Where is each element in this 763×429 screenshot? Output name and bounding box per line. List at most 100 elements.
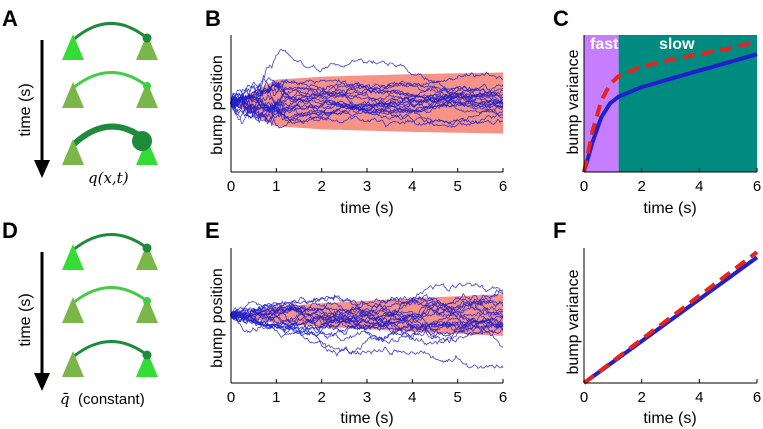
panel-d: D time (s) q̄ (constant) xyxy=(2,218,158,408)
panel-a: A time (s) q(x,t) xyxy=(2,6,158,187)
time-arrow-head-d xyxy=(34,373,50,391)
c-x-ticks: 0 2 4 6 xyxy=(580,168,761,195)
x-tick-label: 5 xyxy=(453,178,461,195)
x-tick-label: 4 xyxy=(408,389,416,406)
trajectory-origin xyxy=(230,311,238,319)
constant-caption: (constant) xyxy=(78,391,145,408)
postsynaptic-neuron xyxy=(136,297,158,323)
synapse-terminal xyxy=(143,297,151,305)
synapse-terminal xyxy=(142,243,152,253)
x-tick-label: 6 xyxy=(499,178,507,195)
e-ylabel: bump position xyxy=(209,268,226,368)
bump-trajectory xyxy=(230,311,504,348)
x-tick-label: 5 xyxy=(453,389,461,406)
x-tick-label: 1 xyxy=(272,178,280,195)
synapse-terminal xyxy=(142,33,152,43)
f-ylabel: bump variance xyxy=(565,269,582,374)
x-tick-label: 0 xyxy=(227,178,235,195)
x-tick-label: 3 xyxy=(363,389,371,406)
constant-symbol: q̄ xyxy=(60,390,70,408)
synapse-arc xyxy=(72,71,148,90)
synapse-arc xyxy=(72,286,148,305)
bump-trajectory xyxy=(230,79,504,106)
panel-c-label: C xyxy=(553,6,569,31)
postsynaptic-neuron xyxy=(136,82,158,108)
e-plot-area xyxy=(230,282,504,369)
bump-trajectory xyxy=(230,83,504,119)
synapse-terminal-enlarged xyxy=(132,131,152,151)
panel-b-label: B xyxy=(205,6,221,31)
b-plot-area xyxy=(230,48,504,134)
b-ylabel: bump position xyxy=(209,55,226,155)
c-fast-label: fast xyxy=(590,36,619,53)
bump-trajectory xyxy=(230,313,504,346)
f-simulation-line xyxy=(582,255,759,385)
x-tick-label: 4 xyxy=(408,178,416,195)
network-row-d2 xyxy=(62,286,158,323)
bump-trajectory xyxy=(230,88,504,115)
bump-trajectory xyxy=(230,304,504,337)
panel-c: C bump variance fast slow 0 2 4 6 time (s) xyxy=(553,6,761,217)
time-arrow-head-a xyxy=(34,160,50,178)
x-tick-label: 2 xyxy=(317,178,325,195)
x-tick-label: 0 xyxy=(580,178,588,195)
bump-trajectory xyxy=(230,99,504,129)
network-row-d1 xyxy=(62,233,158,270)
panel-f: F bump variance 0 2 4 6 time (s) xyxy=(553,218,761,427)
x-tick-label: 4 xyxy=(695,389,703,406)
presynaptic-neuron xyxy=(62,34,84,60)
bump-trajectory xyxy=(230,289,504,334)
facilitation-caption: q(x,t) xyxy=(88,169,129,187)
f-theory-line xyxy=(582,250,759,385)
x-tick-label: 6 xyxy=(753,178,761,195)
x-tick-label: 0 xyxy=(227,389,235,406)
bump-trajectory xyxy=(230,91,504,116)
presynaptic-neuron xyxy=(62,244,84,270)
time-axis-label-a: time (s) xyxy=(17,83,34,136)
c-xlabel: time (s) xyxy=(643,200,696,217)
x-tick-label: 2 xyxy=(637,389,645,406)
f-x-ticks: 0 2 4 6 xyxy=(580,379,761,406)
bump-trajectory xyxy=(230,78,504,106)
presynaptic-neuron xyxy=(62,297,84,323)
panel-d-label: D xyxy=(2,218,18,243)
postsynaptic-neuron xyxy=(136,34,158,60)
x-tick-label: 1 xyxy=(272,389,280,406)
c-theory-line xyxy=(582,39,758,173)
e-xlabel: time (s) xyxy=(340,410,393,427)
x-tick-label: 2 xyxy=(317,389,325,406)
synapse-arc xyxy=(72,340,148,359)
x-tick-label: 0 xyxy=(580,389,588,406)
f-xlabel: time (s) xyxy=(643,410,696,427)
time-axis-label-d: time (s) xyxy=(17,293,34,346)
network-row-a2 xyxy=(62,71,158,108)
panel-e: E bump position 0 1 2 3 4 5 6 time (s) xyxy=(205,218,507,427)
bump-trajectory xyxy=(230,48,504,104)
x-tick-label: 6 xyxy=(499,389,507,406)
panel-b: B bump position 0 1 2 3 4 5 6 time (s) xyxy=(205,6,507,217)
network-row-d3 xyxy=(62,340,158,377)
postsynaptic-neuron xyxy=(136,244,158,270)
synapse-arc xyxy=(72,22,148,42)
bump-trajectory xyxy=(230,87,504,119)
synapse-terminal xyxy=(142,350,152,360)
b-xlabel: time (s) xyxy=(340,200,393,217)
bump-trajectory xyxy=(231,297,504,329)
network-row-a3 xyxy=(62,123,158,165)
presynaptic-neuron xyxy=(62,351,84,377)
e-x-ticks: 0 1 2 3 4 5 6 xyxy=(227,379,507,406)
b-x-ticks: 0 1 2 3 4 5 6 xyxy=(227,168,507,195)
trajectory-origin xyxy=(230,99,238,107)
c-ylabel: bump variance xyxy=(565,49,582,154)
bump-trajectory xyxy=(230,295,504,340)
c-slow-label: slow xyxy=(659,36,695,53)
synapse-arc xyxy=(72,233,148,252)
synapse-terminal xyxy=(143,82,151,90)
x-tick-label: 3 xyxy=(363,178,371,195)
c-simulation-line xyxy=(582,52,758,173)
x-tick-label: 6 xyxy=(753,389,761,406)
panel-a-label: A xyxy=(2,6,18,31)
bump-trajectory xyxy=(230,308,504,333)
postsynaptic-neuron xyxy=(136,351,158,377)
